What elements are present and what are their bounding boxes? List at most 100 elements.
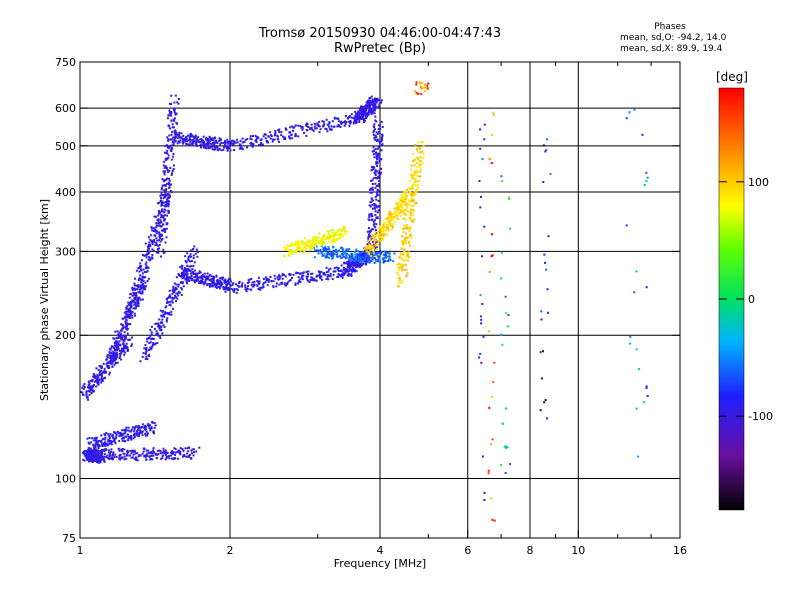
echo-point [153,234,156,237]
echo-point [97,443,100,446]
echo-point [483,123,486,126]
echo-point [111,435,114,438]
echo-point [158,324,161,327]
echo-point [375,198,378,201]
echo-point [301,128,304,131]
echo-point [359,108,362,111]
echo-point [168,193,171,196]
echo-point [418,147,421,150]
echo-point [375,170,378,173]
echo-point [368,100,371,103]
echo-point [369,191,372,194]
echo-point [137,286,140,289]
echo-point [97,381,100,384]
echo-point [118,331,121,334]
echo-point [317,249,320,252]
echo-point [156,449,159,452]
echo-point [150,333,153,336]
echo-point [385,254,388,257]
echo-point [294,242,297,245]
echo-point [164,184,167,187]
echo-point [378,102,381,105]
echo-point [115,352,118,355]
echo-point [189,253,192,256]
echo-point [87,451,90,454]
echo-point [540,377,543,380]
echo-point [92,373,95,376]
echo-point [487,472,490,475]
echo-point [416,180,419,183]
echo-point [365,108,368,111]
echo-point [276,138,279,141]
echo-point [362,250,365,253]
echo-point [409,211,412,214]
echo-point [363,256,366,259]
echo-point [168,186,171,189]
echo-point [408,214,411,217]
echo-point [302,274,305,277]
echo-point [145,458,148,461]
echo-point [92,453,95,456]
echo-point [150,426,153,429]
echo-point [162,324,165,327]
colorbar-tick-label: 0 [748,293,755,306]
echo-point [192,140,195,143]
echo-point [154,226,157,229]
echo-point [141,279,144,282]
echo-point [212,276,215,279]
echo-point [368,252,371,255]
echo-point [305,125,308,128]
echo-point [291,125,294,128]
echo-point [93,453,96,456]
echo-point [318,125,321,128]
echo-point [146,269,149,272]
echo-point [173,137,176,140]
echo-point [149,238,152,241]
echo-point [344,256,347,259]
echo-point [357,110,360,113]
echo-point [298,278,301,281]
echo-point [415,190,418,193]
echo-point [132,307,135,310]
echo-point [342,248,345,251]
echo-point [405,214,408,217]
echo-point [313,244,316,247]
echo-point [208,139,211,142]
echo-point [207,276,210,279]
echo-point [546,311,549,314]
echo-point [361,257,364,260]
echo-point [201,141,204,144]
echo-point [337,267,340,270]
echo-point [397,281,400,284]
echo-point [374,115,377,118]
x-tick-label: 1 [77,544,84,557]
echo-point [316,241,319,244]
echo-point [140,281,143,284]
echo-point [113,431,116,434]
echo-point [90,458,93,461]
echo-point [171,138,174,141]
echo-point [139,298,142,301]
echo-point [191,271,194,274]
echo-point [239,139,242,142]
echo-point [150,234,153,237]
echo-point [314,248,317,251]
echo-point [370,200,373,203]
echo-point [300,126,303,129]
echo-point [182,140,185,143]
echo-point [218,287,221,290]
echo-point [341,246,344,249]
echo-point [86,454,89,457]
echo-point [164,311,167,314]
echo-point [401,280,404,283]
echo-point [223,281,226,284]
echo-point [399,200,402,203]
echo-point [124,439,127,442]
echo-point [212,138,215,141]
echo-point [147,348,150,351]
echo-point [224,287,227,290]
echo-point [323,242,326,245]
echo-point [137,424,140,427]
echo-point [167,313,170,316]
echo-point [147,449,150,452]
